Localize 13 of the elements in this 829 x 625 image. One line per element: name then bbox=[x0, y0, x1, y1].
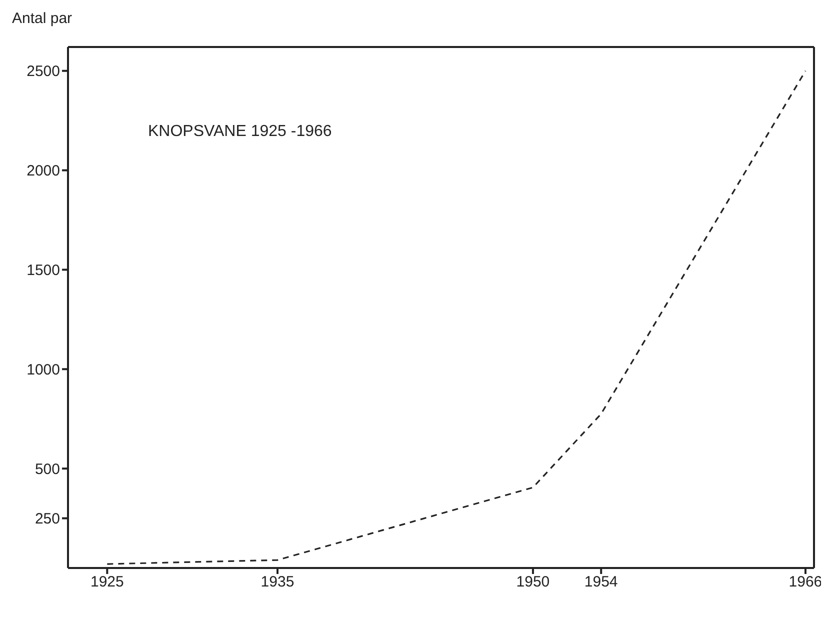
y-axis-title: Antal par bbox=[12, 10, 72, 27]
y-tick-label: 250 bbox=[34, 510, 60, 528]
y-tick-label: 500 bbox=[34, 460, 60, 478]
y-tick-label: 1500 bbox=[26, 262, 60, 280]
x-tick-label: 1950 bbox=[516, 574, 550, 591]
y-tick-label: 2500 bbox=[26, 63, 60, 80]
text: KNOPSVANE 1925 -1966 bbox=[148, 123, 332, 141]
x-tick-label: 1954 bbox=[584, 574, 618, 591]
line-series bbox=[106, 70, 806, 565]
x-tick-label: 1925 bbox=[90, 574, 124, 591]
x-tick-label: 1935 bbox=[260, 574, 294, 591]
y-tick-label: 2000 bbox=[26, 162, 60, 180]
y-tick-label: 1000 bbox=[26, 361, 60, 378]
